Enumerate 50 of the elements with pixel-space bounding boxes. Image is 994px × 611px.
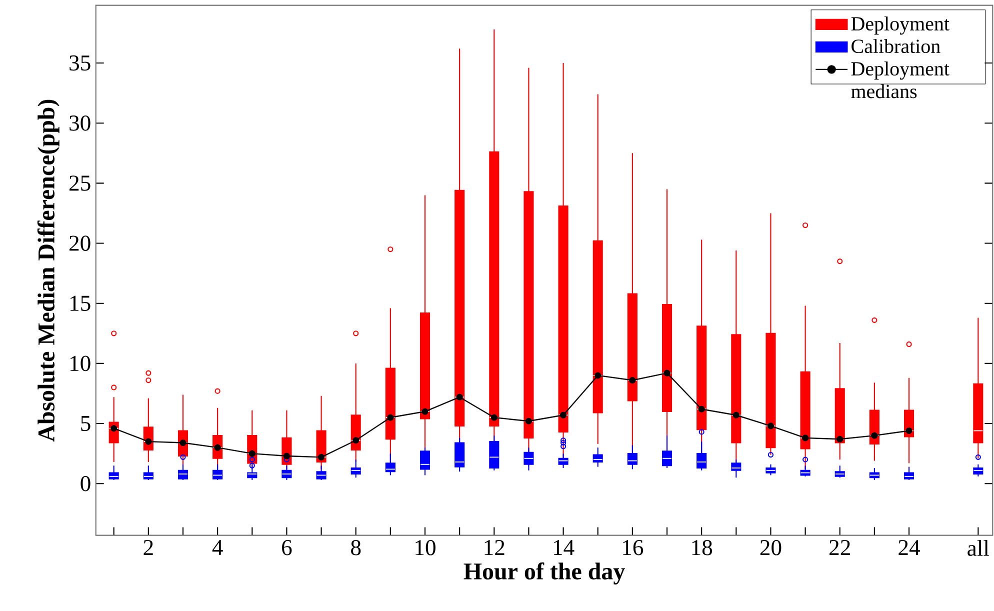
point	[871, 432, 878, 439]
x-tick-label: 18	[692, 540, 712, 556]
legend-label: Deployment	[851, 16, 950, 35]
y-tick-label: 20	[70, 236, 90, 251]
y-tick-label: 30	[70, 115, 90, 131]
point	[248, 450, 256, 457]
y-tick-label: 15	[70, 296, 90, 311]
x-tick-label: 12	[484, 540, 504, 555]
x-tick-label: 20	[760, 540, 782, 556]
x-tick-label: 16	[623, 540, 644, 556]
y-tick-label: 25	[70, 175, 90, 191]
point	[906, 427, 912, 434]
point	[560, 412, 567, 418]
point	[145, 438, 152, 445]
x-tick-label: 22	[830, 540, 850, 555]
point	[767, 422, 774, 430]
point	[214, 444, 221, 451]
point	[698, 406, 705, 412]
x-tick-label: 24	[898, 540, 920, 555]
legend-label: Calibration	[852, 38, 940, 53]
point	[352, 437, 360, 444]
point	[732, 412, 740, 418]
legend-label: Deployment medians	[851, 61, 950, 98]
point	[456, 394, 463, 400]
x-tick-label: 10	[416, 540, 436, 556]
x-tick-label: 4	[212, 540, 223, 555]
x-tick-label: 14	[554, 540, 574, 555]
x-tick-label: 2	[144, 540, 153, 555]
x-tick-label: 8	[351, 540, 361, 556]
y-tick-label: 35	[70, 55, 90, 71]
x-axis-title: Hour of the day	[464, 562, 625, 584]
y-tick-label: 5	[81, 416, 90, 431]
point	[525, 418, 532, 424]
point	[490, 414, 498, 421]
point	[802, 434, 809, 442]
point	[387, 414, 394, 421]
y-axis-title: Absolute Median Difference(ppb)	[37, 100, 60, 442]
point	[836, 436, 844, 442]
point	[110, 424, 118, 432]
x-tick-label: 6	[282, 540, 292, 556]
x-tick-label: all	[968, 540, 990, 556]
y-tick-label: 10	[70, 356, 90, 371]
point	[283, 452, 290, 460]
point	[664, 370, 670, 376]
point	[629, 376, 636, 384]
point	[422, 408, 428, 415]
point	[594, 372, 602, 379]
point	[180, 439, 186, 446]
y-tick-label: 0	[80, 476, 90, 492]
point	[318, 454, 325, 460]
